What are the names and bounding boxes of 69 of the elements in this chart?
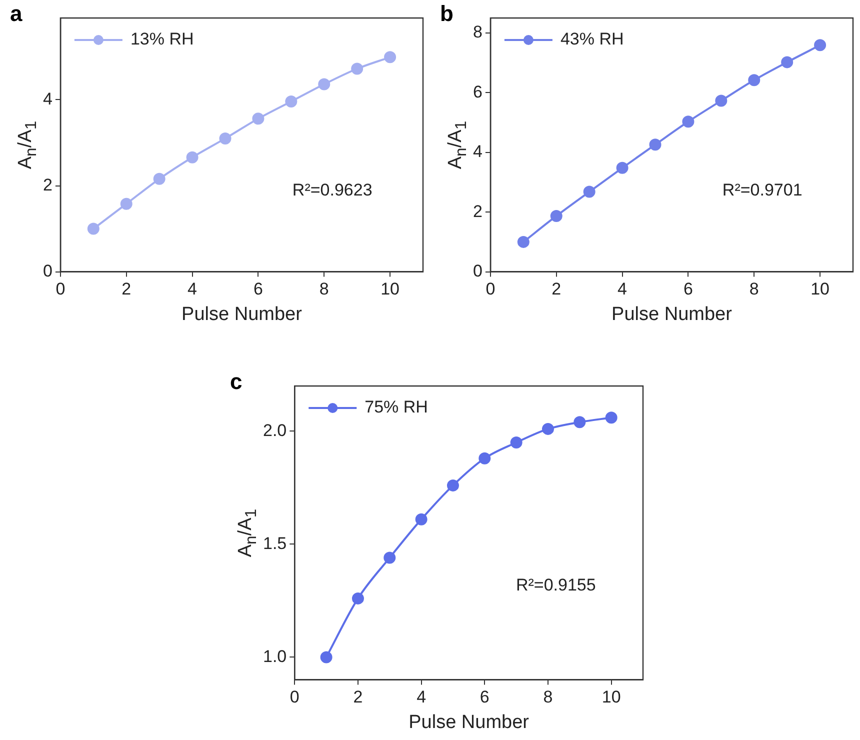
point xyxy=(446,479,459,492)
legend-label: 43% RH xyxy=(560,30,624,49)
y-tick-label: 8 xyxy=(472,22,482,42)
point xyxy=(574,416,586,428)
y-tick-label: 1.0 xyxy=(262,646,287,666)
x-tick-label: 0 xyxy=(56,280,66,299)
x-tick-label: 4 xyxy=(618,280,628,299)
x-axis-title: Pulse Number xyxy=(182,304,303,325)
x-axis-title: Pulse Number xyxy=(612,304,733,325)
y-tick-label: 4 xyxy=(472,142,482,162)
x-tick-label: 2 xyxy=(552,280,562,299)
chart-title: b xyxy=(440,1,454,26)
point xyxy=(351,62,364,75)
point xyxy=(320,651,332,664)
point xyxy=(715,94,728,107)
point xyxy=(153,172,166,185)
point xyxy=(384,51,396,64)
point xyxy=(384,552,396,564)
point xyxy=(510,436,522,448)
x-tick-label: 4 xyxy=(416,688,426,707)
x-tick-label: 6 xyxy=(683,280,693,299)
point xyxy=(219,132,232,144)
point xyxy=(87,222,100,235)
y-tick-label: 4 xyxy=(42,89,52,108)
chart-title: a xyxy=(10,1,22,26)
point xyxy=(814,39,826,52)
x-tick-label: 8 xyxy=(319,280,329,299)
x-tick-label: 4 xyxy=(188,280,198,299)
point xyxy=(252,112,264,125)
point xyxy=(649,138,662,151)
point xyxy=(616,162,628,174)
y-tick-label: 6 xyxy=(472,82,482,102)
x-axis-title: Pulse Number xyxy=(408,712,530,733)
point xyxy=(748,74,760,86)
x-tick-label: 2 xyxy=(122,280,132,299)
x-tick-label: 2 xyxy=(353,688,363,707)
legend-label: 75% RH xyxy=(364,398,428,417)
legend-label: 13% RH xyxy=(130,30,194,49)
x-tick-label: 10 xyxy=(380,280,400,299)
chart-title: c xyxy=(230,369,242,394)
y-tick-label: 0 xyxy=(472,261,482,280)
point xyxy=(605,412,618,424)
x-tick-label: 0 xyxy=(486,280,496,299)
x-tick-label: 8 xyxy=(749,280,759,299)
point xyxy=(583,186,596,198)
point xyxy=(478,452,491,464)
x-tick-label: 8 xyxy=(543,688,553,707)
y-tick-label: 2 xyxy=(472,202,482,221)
point xyxy=(550,210,562,222)
point xyxy=(318,78,330,90)
annotation: R²=0.9623 xyxy=(292,180,372,200)
x-tick-label: 10 xyxy=(810,280,830,299)
point xyxy=(781,56,794,68)
x-tick-label: 10 xyxy=(602,688,621,707)
y-tick-label: 1.5 xyxy=(262,534,287,553)
y-tick-label: 0 xyxy=(42,261,52,280)
point xyxy=(517,236,530,248)
y-tick-label: 2.0 xyxy=(262,420,287,440)
point xyxy=(415,513,428,526)
point xyxy=(682,116,694,128)
annotation: R²=0.9701 xyxy=(722,180,802,200)
y-tick-label: 2 xyxy=(42,175,52,194)
point xyxy=(352,592,364,604)
point xyxy=(285,95,298,108)
point xyxy=(120,198,132,210)
point xyxy=(542,422,554,435)
x-tick-label: 0 xyxy=(290,688,300,707)
point xyxy=(186,151,198,164)
annotation: R²=0.9155 xyxy=(516,575,596,594)
